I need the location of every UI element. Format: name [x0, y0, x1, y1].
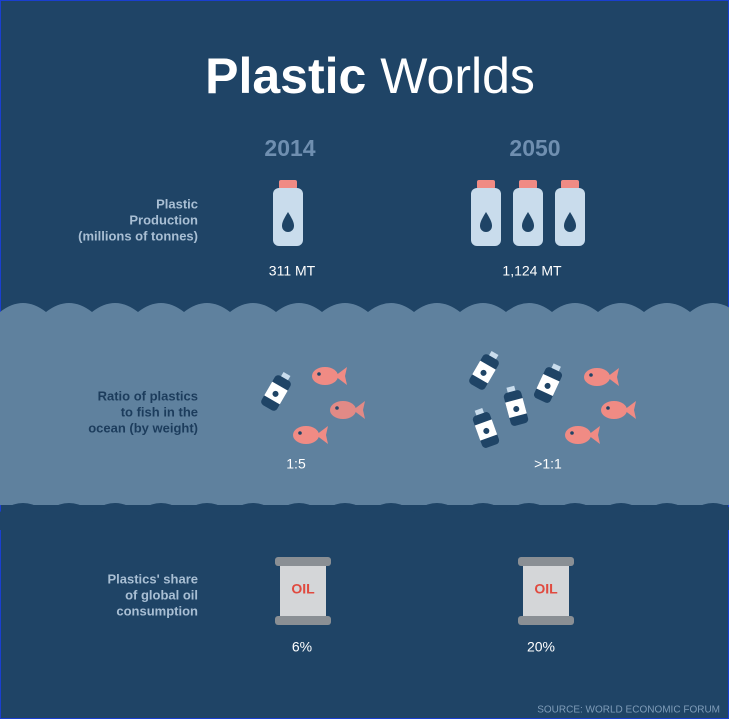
column-year: 2014: [264, 135, 315, 161]
bottle-icon: [471, 180, 501, 246]
row-value: >1:1: [534, 456, 562, 472]
wave-fill: [0, 520, 729, 530]
bottle-icon: [273, 180, 303, 246]
row-label: Plastics' share: [107, 571, 198, 586]
row-label: Plastic: [156, 196, 198, 211]
page: {"header": {"title_bold": "Plastic", "ti…: [0, 0, 729, 719]
title-bold: Plastic: [205, 48, 366, 104]
row-value: 1:5: [286, 456, 306, 472]
row-label: to fish in the: [121, 404, 198, 419]
row-label: (millions of tonnes): [78, 228, 198, 243]
row-value: 20%: [527, 639, 555, 655]
row-value: 1,124 MT: [502, 263, 562, 279]
infographic: Plastic Worlds 2014 2050 Plastic Product…: [0, 0, 729, 719]
column-year: 2050: [509, 135, 560, 161]
row-label: of global oil: [125, 587, 198, 602]
row-value: 311 MT: [269, 263, 316, 279]
source: SOURCE: WORLD ECONOMIC FORUM: [537, 705, 720, 716]
title: Plastic Worlds: [205, 48, 535, 104]
bottle-icon: [555, 180, 585, 246]
oil-label: OIL: [534, 581, 558, 597]
row-label: consumption: [116, 603, 198, 618]
row-label: ocean (by weight): [88, 420, 198, 435]
row-label: Ratio of plastics: [98, 388, 198, 403]
bottle-icon: [513, 180, 543, 246]
row-label: Production: [129, 212, 198, 227]
title-light: Worlds: [380, 48, 535, 104]
oil-label: OIL: [291, 581, 315, 597]
row-value: 6%: [292, 639, 312, 655]
